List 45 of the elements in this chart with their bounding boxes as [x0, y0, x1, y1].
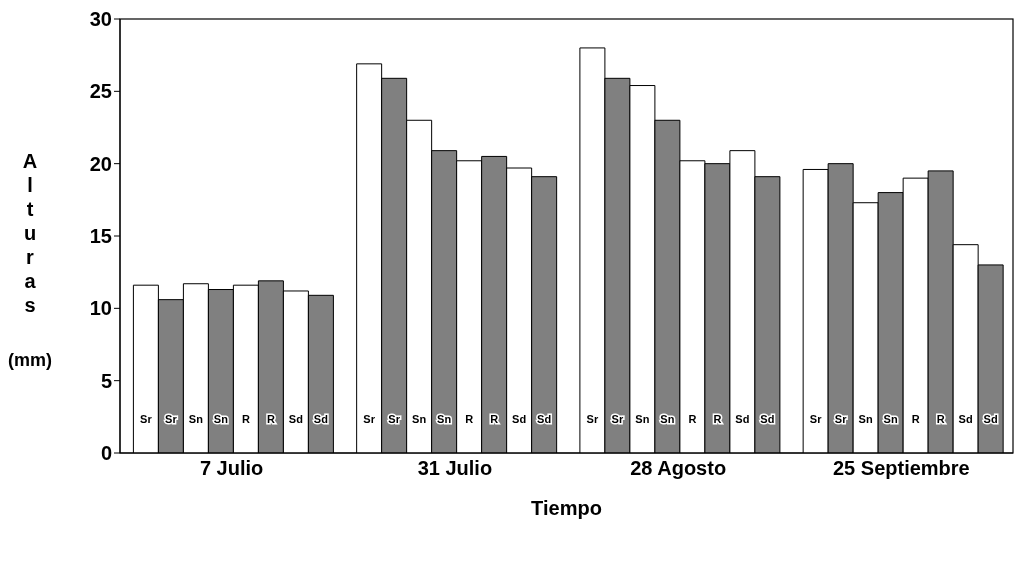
series-label: Sn [213, 413, 229, 425]
x-tick-label: 25 Septiembre [833, 457, 970, 480]
text: R [266, 413, 275, 425]
text: Sr [363, 413, 375, 425]
y-tick-label: 5 [100, 369, 112, 392]
text: Sr [388, 413, 400, 425]
series-label: Sn [188, 413, 204, 425]
text: Sr [586, 413, 599, 425]
text: Sd [760, 413, 775, 425]
text: R [911, 413, 920, 425]
text: Sd [512, 413, 527, 425]
series-label: Sr [165, 413, 178, 425]
text: Sn [437, 413, 452, 425]
text: Sd [983, 413, 998, 425]
text: Sr [809, 413, 822, 425]
y-tick-label: 20 [89, 152, 112, 175]
series-label: Sd [313, 413, 328, 425]
series-label: Sd [288, 413, 303, 425]
y-tick-label: 0 [100, 442, 112, 465]
series-label: R [713, 413, 722, 425]
y-tick-label: 30 [89, 8, 112, 31]
text: Sd [537, 413, 552, 425]
x-tick-label: 7 Julio [199, 457, 264, 480]
x-tick-label: 31 Julio [417, 457, 493, 480]
text: Sd [735, 413, 750, 425]
y-tick-label: 10 [89, 297, 112, 320]
x-tick-label: 28 Agosto [630, 457, 727, 480]
text: Sn [635, 413, 650, 425]
text: Sn [858, 413, 873, 425]
text: Alturas (mm) [8, 150, 52, 370]
text: R [936, 413, 945, 425]
text: R [688, 413, 697, 425]
text: Sd [958, 413, 973, 425]
text: R [490, 413, 499, 425]
y-tick-label: 25 [89, 80, 112, 103]
text: R [465, 413, 474, 425]
text: Sn [660, 413, 675, 425]
series-label: Sr [140, 413, 153, 425]
text: Sr [834, 413, 847, 425]
text: Sr [611, 413, 624, 425]
text: Sn [412, 413, 427, 425]
text: Sn [883, 413, 898, 425]
y-tick-label: 15 [89, 225, 112, 248]
series-label: R [241, 413, 250, 425]
x-axis-title: Tiempo [531, 497, 602, 519]
